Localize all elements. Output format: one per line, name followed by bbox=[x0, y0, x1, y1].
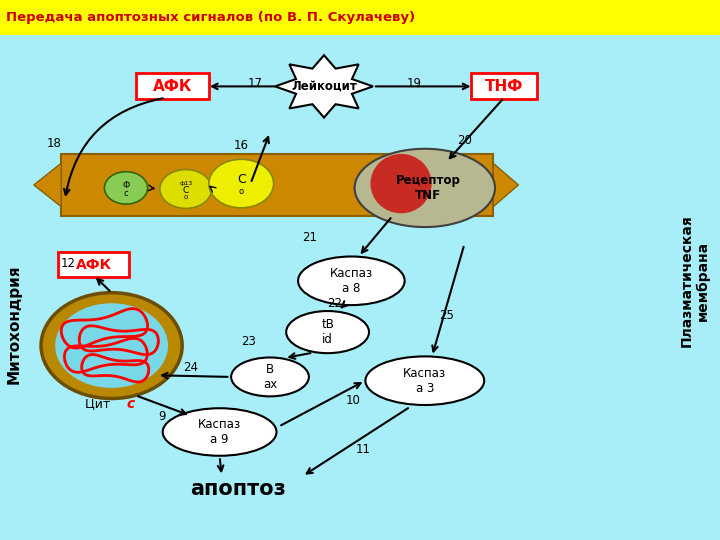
Text: Ф: Ф bbox=[122, 181, 130, 190]
Ellipse shape bbox=[365, 356, 484, 405]
Polygon shape bbox=[34, 163, 61, 207]
Ellipse shape bbox=[354, 148, 495, 227]
Text: Лейкоцит: Лейкоцит bbox=[291, 80, 357, 93]
Text: с: с bbox=[124, 189, 128, 198]
Ellipse shape bbox=[287, 311, 369, 353]
Text: 16: 16 bbox=[234, 139, 248, 152]
Text: B
ах: B ах bbox=[263, 363, 277, 391]
Text: 12: 12 bbox=[61, 257, 76, 270]
Text: ТНФ: ТНФ bbox=[485, 79, 523, 94]
Ellipse shape bbox=[371, 154, 432, 213]
Text: 25: 25 bbox=[439, 309, 454, 322]
Text: С: С bbox=[237, 173, 246, 186]
Circle shape bbox=[55, 303, 168, 388]
Text: Плазматическая
мембрана: Плазматическая мембрана bbox=[680, 214, 710, 347]
Text: Каспаз
а 8: Каспаз а 8 bbox=[330, 267, 373, 295]
Text: 21: 21 bbox=[302, 231, 317, 244]
Text: с: с bbox=[126, 397, 134, 411]
Ellipse shape bbox=[163, 408, 276, 456]
Circle shape bbox=[209, 159, 274, 208]
FancyBboxPatch shape bbox=[471, 73, 537, 99]
Text: Каспаз
а 3: Каспаз а 3 bbox=[403, 367, 446, 395]
Ellipse shape bbox=[231, 357, 309, 396]
Text: tB
id: tB id bbox=[321, 318, 334, 346]
Circle shape bbox=[41, 293, 182, 399]
Text: АФК: АФК bbox=[153, 79, 192, 94]
Text: апоптоз: апоптоз bbox=[189, 478, 286, 499]
Text: 22: 22 bbox=[328, 297, 342, 310]
Text: 9: 9 bbox=[158, 410, 166, 423]
Text: Передача апоптозных сигналов (по В. П. Скулачеву): Передача апоптозных сигналов (по В. П. С… bbox=[6, 11, 415, 24]
Polygon shape bbox=[493, 163, 518, 207]
Circle shape bbox=[104, 172, 148, 204]
Text: 23: 23 bbox=[241, 335, 256, 348]
Text: Рецептор
TNF: Рецептор TNF bbox=[396, 174, 461, 202]
Text: Митохондрия: Митохондрия bbox=[7, 264, 22, 384]
Text: 11: 11 bbox=[356, 443, 371, 456]
Text: Цит: Цит bbox=[84, 397, 114, 410]
Text: АФК: АФК bbox=[76, 258, 112, 272]
Ellipse shape bbox=[298, 256, 405, 305]
Text: 19: 19 bbox=[407, 77, 421, 90]
Polygon shape bbox=[275, 55, 373, 118]
Text: 17: 17 bbox=[248, 77, 263, 90]
Text: о: о bbox=[184, 193, 188, 200]
Circle shape bbox=[160, 170, 212, 208]
FancyBboxPatch shape bbox=[0, 0, 720, 35]
Text: о: о bbox=[238, 187, 244, 195]
FancyBboxPatch shape bbox=[58, 252, 129, 277]
Text: 20: 20 bbox=[457, 134, 472, 147]
Text: Каспаз
а 9: Каспаз а 9 bbox=[198, 418, 241, 446]
Text: 24: 24 bbox=[184, 361, 198, 374]
Text: 10: 10 bbox=[346, 394, 360, 407]
FancyBboxPatch shape bbox=[61, 154, 493, 216]
Text: 18: 18 bbox=[47, 137, 61, 150]
Text: С: С bbox=[183, 186, 189, 194]
Text: ф13: ф13 bbox=[179, 181, 192, 186]
FancyBboxPatch shape bbox=[137, 73, 209, 99]
